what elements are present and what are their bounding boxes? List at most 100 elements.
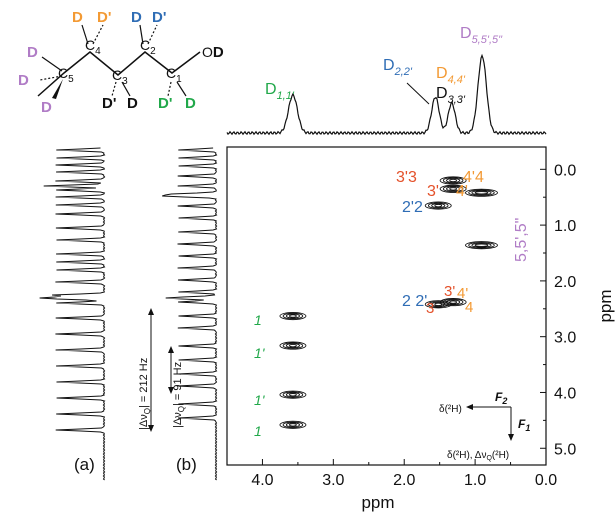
- legend-delta-h: δ(²H): [439, 404, 462, 415]
- contour-ring: [434, 302, 443, 306]
- contour-ring: [282, 312, 304, 320]
- d2-label: D: [131, 9, 142, 26]
- label-4-bottom: 4: [465, 299, 473, 316]
- d1prime-label: D': [158, 95, 172, 112]
- c5-label: C5: [58, 65, 74, 85]
- top-projection: D1,1' D2,2' D4,4' D3,3' D5,5',5": [226, 25, 547, 136]
- d3prime-label: D': [102, 95, 116, 112]
- panel-b-label: (b): [176, 455, 197, 474]
- label-4prime-top: 4': [456, 183, 468, 200]
- contour-ring: [282, 342, 304, 349]
- c4-label: C4: [85, 37, 101, 57]
- contour-ring: [449, 187, 457, 191]
- y-tick-label: 2.0: [554, 274, 576, 291]
- label-1prime-a: 1': [254, 345, 266, 361]
- contour-peak: [465, 188, 498, 197]
- spectrum-a-trace: [39, 147, 106, 481]
- peak-label-d55: D5,5',5": [460, 25, 503, 46]
- contour-peak: [279, 390, 307, 399]
- contour-ring: [427, 202, 449, 209]
- bond-c4-dprime: [92, 24, 104, 45]
- contour-ring: [279, 311, 307, 321]
- label-22prime: 2 2': [402, 293, 427, 310]
- contour-ring: [285, 422, 300, 428]
- contour-peak: [465, 241, 498, 250]
- side-spectra: (a) (b) |ΔνQ| = 212 Hz |ΔνQ| = 91 Hz: [39, 147, 218, 481]
- contour-ring: [285, 313, 300, 319]
- x-tick-label: 4.0: [251, 472, 273, 489]
- arrow-d22: [406, 82, 430, 105]
- label-2prime2: 2'2: [402, 199, 423, 216]
- bond-c5-d-wedge: [52, 79, 63, 99]
- contour-ring: [449, 300, 457, 304]
- contour-ring: [442, 298, 464, 306]
- contour-ring: [474, 191, 489, 195]
- peak-label-d33: D3,3': [436, 85, 466, 106]
- d5c-label: D: [41, 99, 52, 116]
- label-1-a: 1: [254, 312, 262, 328]
- d5a-label: D: [27, 44, 38, 61]
- label-3prime3: 3'3: [396, 169, 417, 186]
- peak-label-d11: D1,1': [265, 81, 295, 102]
- label-4prime-bottom: 4': [457, 285, 468, 302]
- legend-f2-head: [466, 404, 473, 410]
- x-tick-label: 1.0: [464, 472, 486, 489]
- contour-ring: [439, 298, 467, 307]
- big-arrow-head-top: [148, 308, 154, 315]
- c2-label: C2: [140, 37, 156, 57]
- c1-label: C1: [166, 65, 182, 85]
- contour-ring: [289, 343, 297, 348]
- bond-c2-d: [139, 24, 144, 45]
- contour-ring: [431, 203, 446, 209]
- spectrum-b-trace: [162, 147, 218, 481]
- contour-ring: [279, 390, 307, 399]
- plot-frame: [226, 146, 547, 466]
- peak-label-d44: D4,4': [436, 65, 466, 86]
- label-1prime-b: 1': [254, 392, 266, 408]
- x-axis-ticks: 4.0 3.0 2.0 1.0 0.0: [226, 459, 557, 489]
- y-tick-label: 1.0: [554, 218, 576, 235]
- label-4prime4: 4'4: [463, 169, 484, 186]
- top-projection-trace: [226, 53, 547, 136]
- contour-ring: [471, 242, 492, 248]
- label-5: 5,5',5": [513, 218, 530, 262]
- contour-ring: [285, 343, 300, 349]
- d4prime-label: D': [97, 9, 111, 26]
- x-tick-label: 3.0: [322, 472, 344, 489]
- legend-delta-dnu: δ(²H), ΔνQ(²H): [447, 450, 509, 462]
- bond-c5-d: [41, 56, 63, 72]
- carbon-chain: [37, 51, 201, 97]
- contour-peaks: [279, 176, 498, 429]
- d5b-label: D: [18, 72, 29, 89]
- contour-peak: [279, 420, 307, 429]
- contour-peak: [279, 341, 307, 350]
- contour-ring: [285, 392, 300, 398]
- y-axis-label: ppm: [596, 289, 615, 322]
- contour-ring: [434, 203, 443, 208]
- contour-ring: [289, 314, 297, 318]
- contour-ring: [439, 184, 467, 193]
- contour-ring: [446, 186, 461, 192]
- contour-ring: [468, 189, 495, 196]
- contour-ring: [449, 178, 457, 183]
- y-tick-label: 4.0: [554, 385, 576, 402]
- contour-ring: [289, 423, 297, 427]
- contour-ring: [289, 393, 297, 397]
- oxygen-label: OD: [202, 44, 224, 61]
- contour-ring: [446, 178, 461, 183]
- label-3-bottom: 3: [426, 300, 434, 317]
- x-tick-label: 0.0: [535, 472, 557, 489]
- contour-peak: [439, 298, 467, 307]
- axes-legend: F2 F1 δ(²H) δ(²H), ΔνQ(²H): [439, 390, 530, 462]
- contour-ring: [439, 176, 467, 185]
- contour-ring: [282, 391, 304, 398]
- contour-ring: [279, 420, 307, 429]
- d3-label: D: [127, 95, 138, 112]
- big-splitting-label: |ΔνQ| = 212 Hz: [138, 358, 152, 430]
- y-axis-ticks: 0.0 1.0 2.0 3.0 4.0 5.0: [540, 162, 576, 458]
- legend-f1-head: [508, 434, 514, 441]
- bond-c3-dprime: [111, 81, 117, 97]
- contour-ring: [424, 201, 452, 210]
- contour-peak: [439, 176, 467, 185]
- y-tick-label: 5.0: [554, 441, 576, 458]
